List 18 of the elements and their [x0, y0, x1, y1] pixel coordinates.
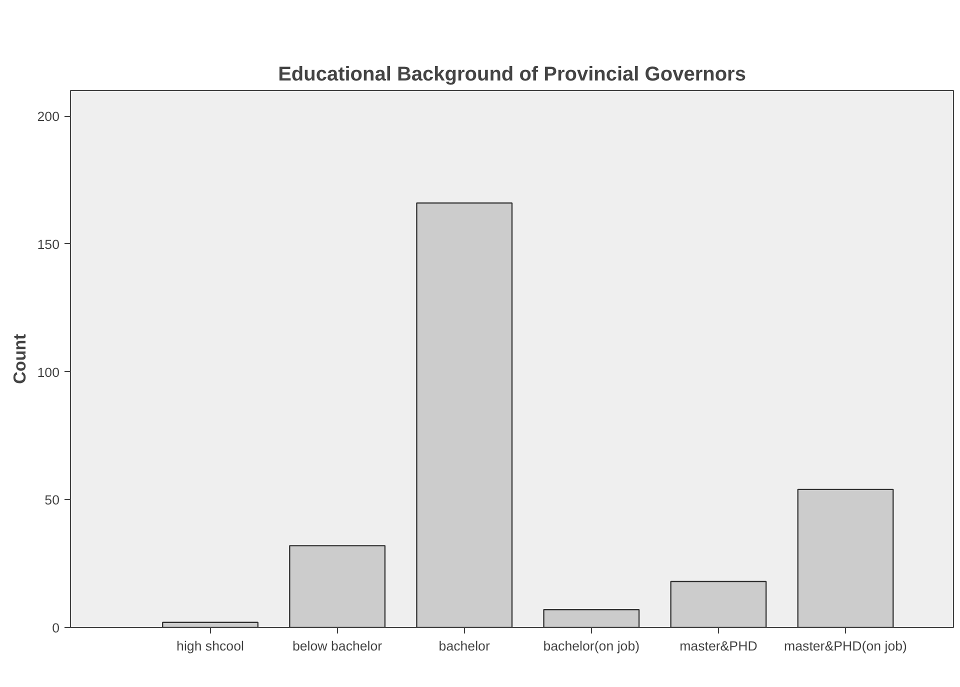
- y-tick-label: 0: [52, 620, 60, 636]
- bar: [543, 609, 640, 628]
- x-tick-label: high shcool: [176, 638, 244, 654]
- y-tick-label: 200: [37, 109, 60, 124]
- x-tick-label: below bachelor: [292, 638, 383, 654]
- y-tick-label: 100: [37, 364, 60, 380]
- x-tick-label: master&PHD: [680, 638, 758, 654]
- x-tick-label: bachelor: [438, 638, 490, 654]
- x-tick-label: bachelor(on job): [543, 638, 640, 654]
- y-tick-label: 150: [37, 236, 60, 252]
- y-tick-label: 50: [44, 492, 60, 508]
- bar: [797, 488, 894, 628]
- chart-title: Educational Background of Provincial Governors: [278, 64, 746, 86]
- x-tick-label: master&PHD(on job): [784, 638, 907, 654]
- bar: [416, 202, 513, 628]
- bar: [289, 545, 386, 628]
- y-axis-title: Count: [9, 334, 30, 384]
- bar: [670, 580, 767, 628]
